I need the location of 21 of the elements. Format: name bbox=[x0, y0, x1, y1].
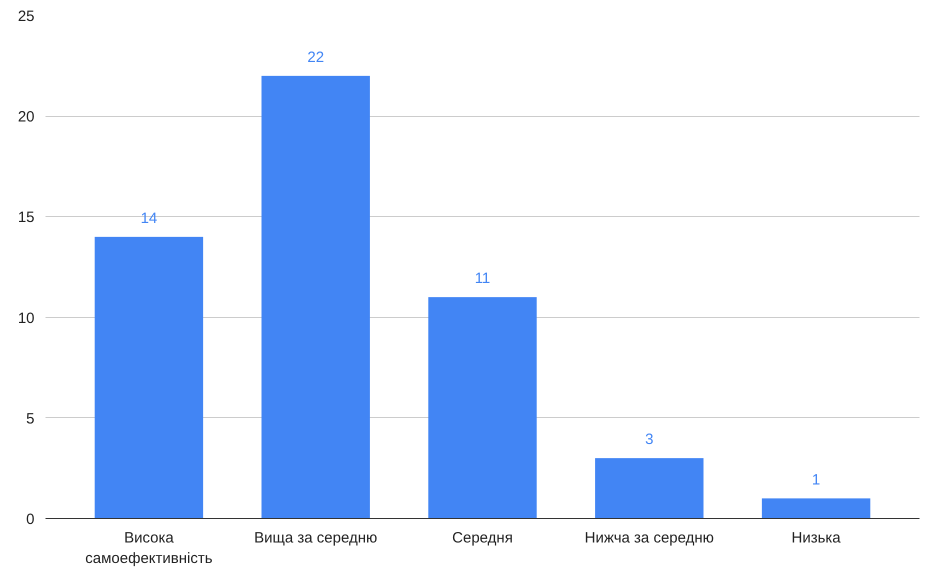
x-tick-label: Низька bbox=[792, 530, 842, 546]
bar bbox=[762, 498, 870, 518]
data-label: 14 bbox=[140, 210, 158, 227]
bar bbox=[262, 76, 370, 518]
y-tick-label: 5 bbox=[26, 410, 34, 428]
x-tick-label: Середня bbox=[452, 530, 513, 546]
x-tick-label: Висока самоефективність bbox=[85, 530, 213, 567]
bar bbox=[595, 458, 704, 518]
data-label: 1 bbox=[812, 471, 820, 488]
y-tick-label: 20 bbox=[18, 108, 35, 126]
bar bbox=[428, 297, 537, 518]
x-tick-label: Нижча за середню bbox=[584, 530, 714, 546]
bar bbox=[94, 236, 204, 518]
data-label: 11 bbox=[474, 270, 490, 288]
data-label: 22 bbox=[307, 48, 324, 66]
x-tick-label: Вища за середню bbox=[254, 530, 378, 546]
data-label: 3 bbox=[645, 431, 654, 448]
y-tick-label: 10 bbox=[18, 310, 35, 327]
y-tick-label: 25 bbox=[18, 8, 35, 25]
y-tick-label: 15 bbox=[18, 209, 35, 226]
y-tick-label: 0 bbox=[26, 511, 34, 528]
